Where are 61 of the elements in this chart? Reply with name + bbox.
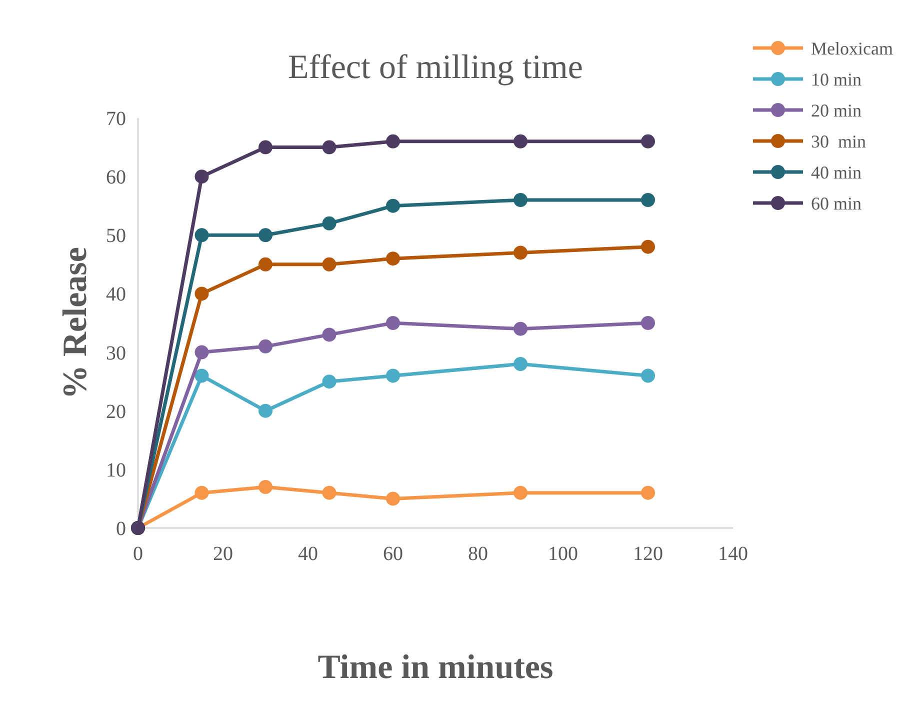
point xyxy=(322,257,336,272)
point xyxy=(514,134,528,148)
point xyxy=(258,404,272,418)
point xyxy=(641,486,655,500)
point xyxy=(514,193,528,207)
point xyxy=(641,316,655,330)
y-tick-label: 60 xyxy=(106,166,126,189)
legend-label: Meloxicam xyxy=(811,38,893,58)
point xyxy=(322,374,336,389)
point xyxy=(641,240,655,254)
y-tick-label: 0 xyxy=(116,518,126,540)
x-tick-label: 60 xyxy=(383,543,403,565)
point xyxy=(641,368,655,383)
y-tick-label: 20 xyxy=(106,400,126,423)
legend-label: 30 min xyxy=(811,131,866,152)
point xyxy=(641,134,655,148)
point xyxy=(194,170,209,184)
point xyxy=(641,193,655,207)
point xyxy=(322,140,336,154)
point xyxy=(514,246,528,260)
y-tick-label: 10 xyxy=(106,459,126,482)
y-axis-title: % Release xyxy=(57,246,94,400)
point xyxy=(514,322,528,336)
point xyxy=(386,368,400,383)
point xyxy=(322,328,336,342)
point xyxy=(514,486,528,500)
y-tick-label: 30 xyxy=(106,342,126,364)
point xyxy=(322,486,336,500)
point xyxy=(386,492,400,506)
point xyxy=(514,357,528,371)
point xyxy=(194,286,209,301)
point xyxy=(386,198,400,213)
point xyxy=(194,345,209,360)
x-tick-label: 120 xyxy=(633,543,663,565)
y-tick-label: 40 xyxy=(106,284,126,306)
point xyxy=(194,368,209,383)
x-tick-label: 0 xyxy=(133,543,143,565)
x-tick-label: 40 xyxy=(298,543,318,565)
x-tick-label: 100 xyxy=(548,543,578,565)
point xyxy=(322,216,336,230)
point xyxy=(386,134,400,148)
y-tick-label: 70 xyxy=(106,108,126,130)
y-tick-label: 50 xyxy=(106,225,126,248)
point xyxy=(258,480,272,494)
x-tick-label: 20 xyxy=(213,543,233,565)
point xyxy=(386,252,400,266)
x-tick-label: 80 xyxy=(468,543,488,565)
point xyxy=(194,228,209,242)
legend-label: 10 min xyxy=(811,69,862,90)
point xyxy=(258,339,272,354)
point xyxy=(258,228,272,242)
legend-label: 60 min xyxy=(811,193,862,214)
point xyxy=(258,257,272,272)
point xyxy=(258,140,272,154)
x-axis-title: Time in minutes xyxy=(318,649,554,686)
point xyxy=(386,316,400,330)
legend-label: 40 min xyxy=(811,162,862,182)
chart-title: Effect of milling time xyxy=(288,49,583,86)
x-tick-label: 140 xyxy=(718,543,748,565)
point xyxy=(194,486,209,500)
legend-label: 20 min xyxy=(811,100,862,120)
